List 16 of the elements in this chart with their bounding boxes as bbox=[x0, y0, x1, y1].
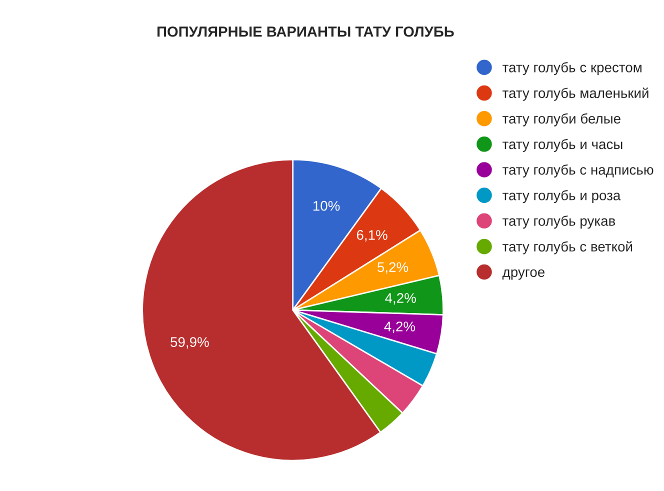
legend-label: тату голубь с надписью bbox=[502, 164, 654, 178]
legend-label: тату голубь и роза bbox=[502, 190, 621, 204]
legend-label: тату голуби белые bbox=[502, 113, 620, 126]
data-label: 6,1% bbox=[356, 230, 388, 242]
data-label: 4,2% bbox=[385, 293, 416, 305]
data-label: 59,9% bbox=[170, 337, 209, 349]
data-label: 4,2% bbox=[384, 322, 416, 334]
legend-label: тату голубь с крестом bbox=[502, 62, 642, 76]
legend-label: тату голубь рукав bbox=[502, 216, 616, 229]
data-label: 10% bbox=[313, 200, 340, 211]
legend-label: тату голубь и часы bbox=[502, 138, 622, 152]
data-label: 5,2% bbox=[378, 262, 408, 274]
legend-label: тату голубь маленький bbox=[502, 88, 648, 101]
legend-label: тату голубь с веткой bbox=[502, 241, 632, 254]
chart-title: ПОПУЛЯРНЫЕ ВАРИАНТЫ ТАТУ ГОЛУБЬ bbox=[157, 26, 454, 37]
legend-label: другое bbox=[502, 269, 544, 280]
